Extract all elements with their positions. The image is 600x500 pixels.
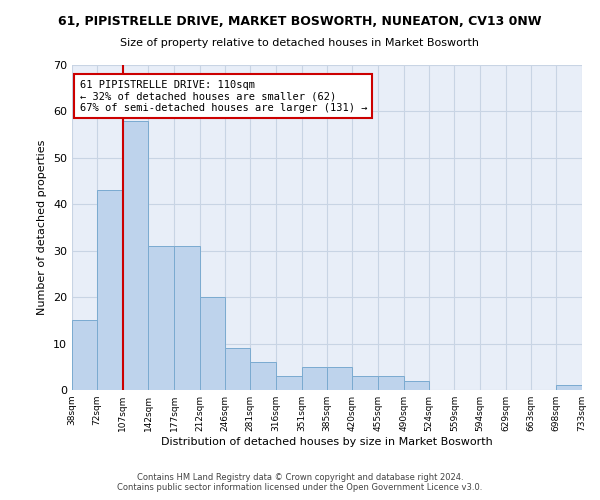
Bar — [302, 367, 326, 390]
Bar — [122, 120, 148, 390]
Bar — [174, 246, 200, 390]
X-axis label: Distribution of detached houses by size in Market Bosworth: Distribution of detached houses by size … — [161, 437, 493, 447]
Text: Size of property relative to detached houses in Market Bosworth: Size of property relative to detached ho… — [121, 38, 479, 48]
Bar — [250, 362, 276, 390]
Bar — [276, 376, 302, 390]
Bar — [352, 376, 378, 390]
Bar — [72, 320, 97, 390]
Bar — [378, 376, 404, 390]
Text: Contains HM Land Registry data © Crown copyright and database right 2024.
Contai: Contains HM Land Registry data © Crown c… — [118, 473, 482, 492]
Bar — [556, 386, 582, 390]
Bar — [200, 297, 224, 390]
Bar — [224, 348, 250, 390]
Text: 61, PIPISTRELLE DRIVE, MARKET BOSWORTH, NUNEATON, CV13 0NW: 61, PIPISTRELLE DRIVE, MARKET BOSWORTH, … — [58, 15, 542, 28]
Bar — [326, 367, 352, 390]
Y-axis label: Number of detached properties: Number of detached properties — [37, 140, 47, 315]
Bar — [97, 190, 122, 390]
Bar — [148, 246, 174, 390]
Bar — [404, 380, 428, 390]
Text: 61 PIPISTRELLE DRIVE: 110sqm
← 32% of detached houses are smaller (62)
67% of se: 61 PIPISTRELLE DRIVE: 110sqm ← 32% of de… — [80, 80, 367, 113]
